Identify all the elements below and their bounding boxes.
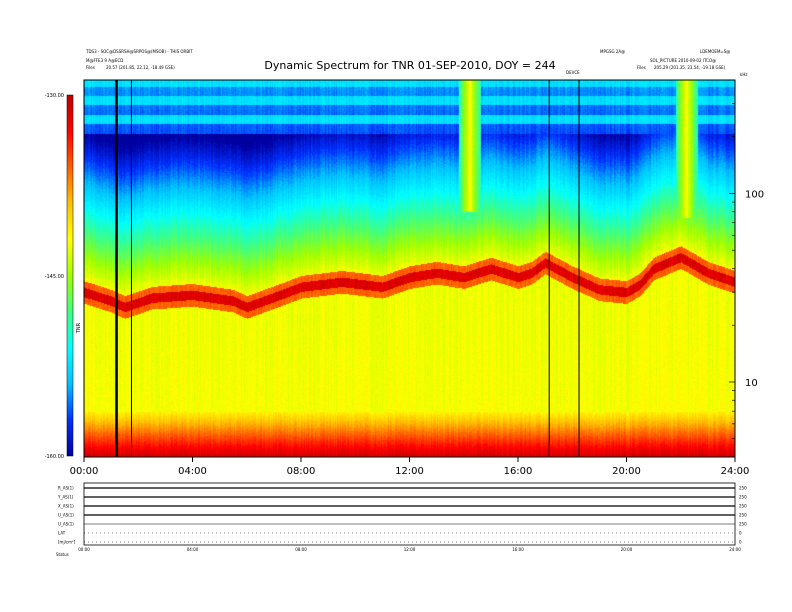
orbit-x-axis: 00:00 04:00 08:00 12:00 16:00 20:00 24:00 (78, 547, 741, 552)
y-tick-label: 10 (745, 378, 758, 389)
orbit-x-tick-label: 00:00 (78, 547, 90, 552)
y-tick-label: 100 (745, 189, 764, 200)
colorbar-tick-bottom: -160.00 (45, 454, 64, 460)
orbit-row-label: [mj/cm²] (58, 540, 76, 545)
spectrogram-canvas (84, 80, 735, 457)
x-tick-label: 20:00 (612, 466, 641, 477)
header-mid-label: DEVCE (566, 70, 580, 75)
orbit-row-right-value: 250 (739, 486, 747, 491)
header-line3-left-label: Files (86, 65, 95, 70)
orbit-x-tick-label: 20:00 (621, 547, 633, 552)
orbit-footer-label: Status (56, 552, 69, 557)
orbit-x-tick-label: 04:00 (187, 547, 199, 552)
orbit-x-tick-label: 24:00 (729, 547, 741, 552)
x-tick-label: 04:00 (178, 466, 207, 477)
x-tick-label: 08:00 (287, 466, 316, 477)
header-line3-right-value: 205.29 (201.35, 23.54, -19.18 GSE) (654, 65, 726, 70)
orbit-row-label: U_AS(1) (58, 522, 74, 527)
orbit-row-label: R_AS(1) (58, 486, 74, 491)
colorbar-tick-mid: -145.00 (45, 274, 64, 280)
orbit-row-right-value: 0 (739, 531, 742, 536)
orbit-row-label: Y_AS(1) (57, 495, 74, 500)
orbit-panel-frame (83, 482, 736, 546)
orbit-row-label: U_AS(1) (58, 513, 74, 518)
header-line1-left: TDS3 - SOC@DSSRSH@SRPOS@(MSOB) - THIS OR… (85, 49, 193, 54)
header-line1-right-b: LDEMOEM=S@ (700, 49, 730, 54)
orbit-row-label: X_AS(1) (58, 504, 74, 509)
orbit-row-label: LAT (58, 531, 66, 536)
colorbar (66, 94, 74, 457)
orbit-x-tick-label: 16:00 (512, 547, 524, 552)
header-line2-left: M@FFE3 9 A@ECD (86, 58, 123, 63)
colorbar-label: TNR (76, 322, 82, 334)
orbit-row-right-value: 250 (739, 504, 747, 509)
orbit-x-tick-label: 12:00 (404, 547, 416, 552)
orbit-row-right-value: 0 (739, 540, 742, 545)
spectrogram-area (84, 80, 735, 457)
x-tick-label: 12:00 (395, 466, 424, 477)
x-tick-label: 00:00 (70, 466, 99, 477)
orbit-row-right-value: 250 (739, 513, 747, 518)
header-line1-right-a: MPGSG 2A@ (600, 49, 625, 54)
header-line2-right: SOL_PICTURE 2010-09-02 ITCO@ (650, 58, 716, 63)
colorbar-tick-top: -130.00 (45, 93, 64, 99)
x-axis: 00:00 04:00 08:00 12:00 16:00 20:00 24:00 (70, 457, 750, 477)
chart-title: Dynamic Spectrum for TNR 01-SEP-2010, DO… (264, 59, 555, 72)
orbit-panel: R_AS(1) 250 Y_AS(1) 250 X_AS(1) 250 U_AS(1) 250… (57, 486, 747, 545)
x-tick-label: 24:00 (721, 466, 750, 477)
orbit-row-right-value: 250 (739, 522, 747, 527)
x-tick-label: 16:00 (504, 466, 533, 477)
header-line3-right-label: Files (637, 65, 646, 70)
orbit-x-tick-label: 08:00 (295, 547, 307, 552)
khz-label: kHz (740, 72, 747, 77)
y-axis: 100 10 (729, 79, 764, 458)
header-line3-left-value: 20.57 (201.85, 22.12, -18.49 GSE) (106, 65, 175, 70)
event-lines (115, 80, 580, 457)
orbit-row-right-value: 250 (739, 495, 747, 500)
